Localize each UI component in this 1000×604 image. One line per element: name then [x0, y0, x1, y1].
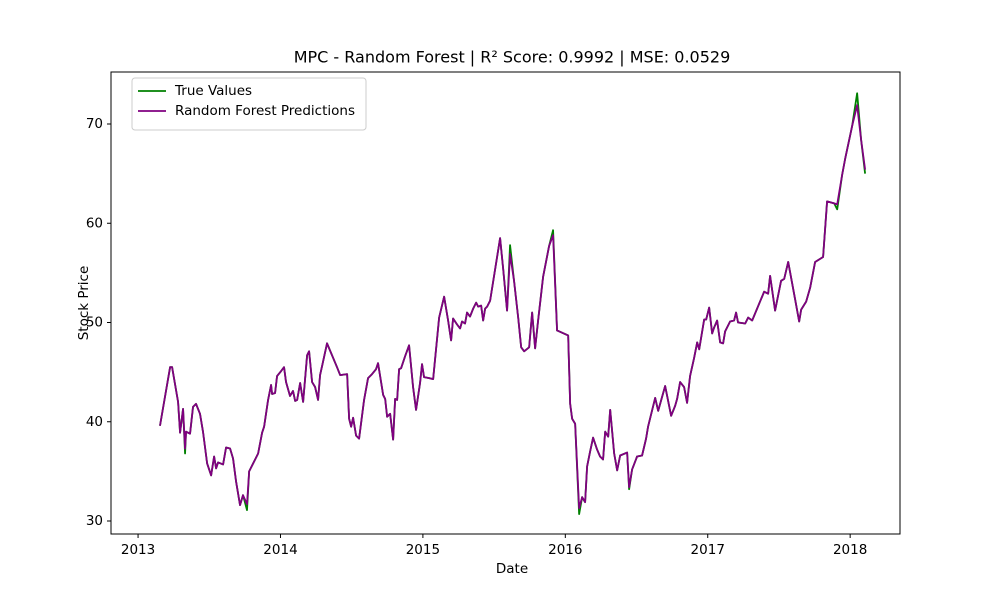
y-tick-label: 70 [86, 116, 103, 132]
y-axis-label: Stock Price [76, 266, 92, 341]
legend-label: True Values [174, 83, 252, 99]
x-tick-label: 2013 [121, 542, 155, 558]
legend-box [131, 77, 367, 131]
x-tick-label: 2015 [406, 542, 440, 558]
x-tick-label: 2016 [548, 542, 582, 558]
y-tick-label: 50 [86, 315, 103, 331]
y-tick-label: 30 [86, 513, 103, 529]
x-tick-label: 2017 [691, 542, 725, 558]
data-line [159, 104, 867, 509]
y-tick-label: 40 [86, 414, 103, 430]
x-axis-label: Date [496, 561, 528, 577]
plot-frame [110, 71, 901, 535]
legend-label: Random Forest Predictions [175, 103, 355, 119]
x-tick-label: 2014 [263, 542, 297, 558]
y-tick-label: 60 [86, 215, 103, 231]
x-tick-label: 2018 [833, 542, 867, 558]
chart-title: MPC - Random Forest | R² Score: 0.9992 |… [294, 48, 731, 67]
